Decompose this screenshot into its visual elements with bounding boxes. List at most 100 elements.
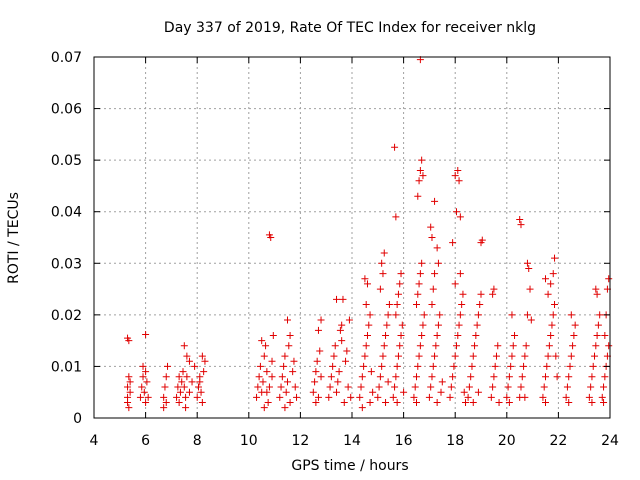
data-point xyxy=(264,399,272,407)
data-point xyxy=(329,362,337,370)
data-point xyxy=(427,383,435,391)
data-point xyxy=(492,352,500,360)
data-point xyxy=(418,156,426,164)
data-point xyxy=(139,362,147,370)
data-point xyxy=(567,352,575,360)
data-point xyxy=(263,388,271,396)
y-tick-label: 0.06 xyxy=(51,102,82,118)
data-point xyxy=(374,393,382,401)
data-point xyxy=(197,388,205,396)
x-tick-label: 12 xyxy=(291,433,309,449)
data-point xyxy=(522,342,530,350)
data-point xyxy=(427,223,435,231)
data-point xyxy=(433,244,441,252)
data-point xyxy=(548,321,556,329)
data-point xyxy=(449,239,457,247)
data-point xyxy=(282,388,290,396)
data-point xyxy=(183,373,191,381)
data-point xyxy=(253,393,261,401)
data-point xyxy=(504,383,512,391)
data-point xyxy=(196,378,204,386)
data-point xyxy=(138,383,146,391)
data-point xyxy=(327,373,335,381)
data-point xyxy=(269,331,277,339)
data-point xyxy=(382,331,390,339)
data-point xyxy=(415,177,423,185)
data-point xyxy=(600,383,608,391)
data-point xyxy=(333,295,341,303)
data-point xyxy=(338,337,346,345)
data-point xyxy=(392,373,400,381)
data-point xyxy=(268,357,276,365)
data-point xyxy=(363,331,371,339)
data-point xyxy=(428,301,436,309)
x-axis-title: GPS time / hours xyxy=(291,458,408,474)
data-point xyxy=(543,362,551,370)
data-point xyxy=(173,393,181,401)
data-point xyxy=(254,383,262,391)
data-point xyxy=(125,337,133,345)
data-point xyxy=(505,373,513,381)
data-point xyxy=(397,270,405,278)
data-point xyxy=(553,373,561,381)
data-point xyxy=(267,234,275,241)
data-point xyxy=(456,311,464,319)
data-point xyxy=(286,331,294,339)
data-point xyxy=(144,393,152,401)
data-point xyxy=(467,373,475,381)
data-point xyxy=(518,373,526,381)
data-point xyxy=(256,362,264,370)
data-point xyxy=(284,378,291,386)
data-point xyxy=(596,311,604,319)
x-tick-label: 18 xyxy=(446,433,464,449)
data-point xyxy=(468,362,476,370)
data-point xyxy=(340,399,348,407)
data-point xyxy=(521,352,529,360)
data-point xyxy=(436,311,444,319)
data-point xyxy=(312,399,320,407)
data-point xyxy=(414,362,422,370)
data-point xyxy=(278,373,286,381)
data-point xyxy=(188,378,196,386)
data-point xyxy=(413,399,420,407)
data-point xyxy=(419,172,427,180)
data-point xyxy=(495,399,503,407)
data-point xyxy=(416,166,424,174)
data-point xyxy=(369,388,377,396)
data-point xyxy=(366,399,374,407)
data-point xyxy=(384,378,392,386)
data-point xyxy=(183,352,191,360)
data-point xyxy=(398,321,406,329)
data-point xyxy=(523,259,531,267)
data-point xyxy=(552,352,560,360)
data-point xyxy=(380,249,388,257)
data-point xyxy=(465,383,473,391)
x-tick-label: 10 xyxy=(240,433,258,449)
data-point xyxy=(490,285,498,293)
data-point xyxy=(431,270,439,278)
data-point xyxy=(431,197,439,205)
data-point xyxy=(194,383,202,391)
data-point xyxy=(411,383,419,391)
data-point xyxy=(361,275,369,283)
data-point xyxy=(588,373,596,381)
data-point xyxy=(376,285,384,293)
data-point xyxy=(358,404,366,412)
data-point xyxy=(139,373,147,381)
data-point xyxy=(312,368,320,376)
data-point xyxy=(277,383,285,391)
data-point xyxy=(378,362,386,370)
data-point xyxy=(507,362,515,370)
data-point xyxy=(276,393,284,401)
data-point xyxy=(333,388,341,396)
data-point xyxy=(478,236,486,244)
data-point xyxy=(384,311,392,319)
data-point xyxy=(335,368,343,376)
data-point xyxy=(473,321,481,329)
data-point xyxy=(491,362,499,370)
data-point xyxy=(547,280,555,288)
data-point xyxy=(317,373,325,381)
data-point xyxy=(342,357,350,365)
data-point xyxy=(600,399,608,407)
data-point xyxy=(490,373,498,381)
